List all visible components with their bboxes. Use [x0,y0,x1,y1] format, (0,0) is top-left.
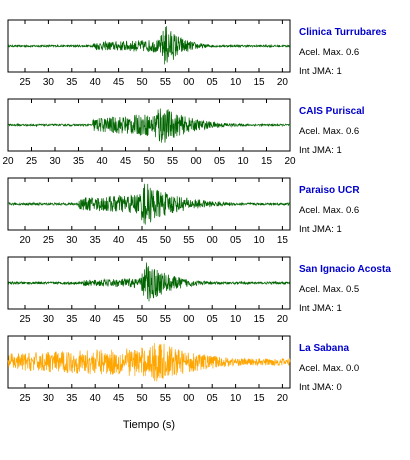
x-tick-label: 45 [136,235,148,246]
station-name: Paraiso UCR [299,185,360,196]
x-tick-label: 50 [160,235,172,246]
x-tick-label: 20 [277,314,289,325]
jma-intensity-label: Int JMA: 1 [299,66,342,77]
x-tick-label: 00 [183,77,195,88]
x-tick-label: 20 [2,156,14,167]
x-tick-label: 25 [19,393,31,404]
x-tick-label: 35 [90,235,102,246]
x-tick-label: 15 [261,156,273,167]
x-tick-label: 35 [66,77,78,88]
x-tick-label: 55 [167,156,179,167]
x-tick-label: 45 [120,156,132,167]
seismogram-trace [7,183,291,225]
x-tick-label: 30 [49,156,61,167]
x-tick-label: 05 [207,77,219,88]
x-tick-label: 15 [253,393,265,404]
x-tick-label: 05 [207,314,219,325]
x-tick-label: 50 [136,314,148,325]
x-tick-label: 30 [66,235,78,246]
x-tick-label: 40 [96,156,108,167]
accel-max-label: Acel. Max. 0.6 [299,126,359,137]
seismogram-panel: 25 30 35 40 45 50 55 00 05 10 15 20 Clinica Turrubar… [7,19,387,88]
jma-intensity-label: Int JMA: 1 [299,303,342,314]
x-tick-label: 40 [90,77,102,88]
x-tick-label: 40 [90,393,102,404]
x-tick-label: 55 [160,77,172,88]
x-tick-label: 15 [253,314,265,325]
seismogram-panel: 20 25 30 35 40 45 50 55 00 05 10 15 Paraiso UCR Acel.… [7,177,360,246]
x-tick-label: 30 [43,77,55,88]
x-tick-label: 00 [183,314,195,325]
x-tick-label: 20 [277,77,289,88]
x-tick-label: 45 [113,314,125,325]
x-tick-label: 10 [230,77,242,88]
seismogram-trace [7,343,291,382]
x-tick-label: 25 [19,314,31,325]
jma-intensity-label: Int JMA: 0 [299,382,342,393]
seismogram-panel: 25 30 35 40 45 50 55 00 05 10 15 20 La Sabana Acel. M… [7,335,359,404]
seismogram-panel: 20 25 30 35 40 45 50 55 00 05 10 15 20 CAIS Puriscal A… [2,98,365,167]
station-name: La Sabana [299,343,349,354]
seismogram-trace [7,26,291,65]
x-tick-label: 10 [253,235,265,246]
x-axis-title: Tiempo (s) [123,419,175,431]
jma-intensity-label: Int JMA: 1 [299,145,342,156]
accel-max-label: Acel. Max. 0.6 [299,47,359,58]
x-tick-label: 05 [214,156,226,167]
accel-max-label: Acel. Max. 0.0 [299,363,359,374]
x-tick-label: 05 [207,393,219,404]
x-tick-label: 25 [26,156,38,167]
x-tick-label: 00 [207,235,219,246]
station-name: San Ignacio Acosta [299,264,391,275]
seismogram-trace [7,108,291,143]
x-tick-label: 10 [230,393,242,404]
x-tick-label: 45 [113,77,125,88]
x-tick-label: 35 [66,314,78,325]
x-tick-label: 30 [43,314,55,325]
seismogram-trace [7,262,291,302]
x-tick-label: 20 [19,235,31,246]
station-name: CAIS Puriscal [299,106,365,117]
accel-max-label: Acel. Max. 0.6 [299,205,359,216]
x-tick-label: 10 [230,314,242,325]
x-tick-label: 50 [136,393,148,404]
x-tick-label: 25 [43,235,55,246]
x-tick-label: 20 [284,156,296,167]
x-tick-label: 10 [237,156,249,167]
x-tick-label: 00 [190,156,202,167]
x-tick-label: 20 [277,393,289,404]
jma-intensity-label: Int JMA: 1 [299,224,342,235]
x-tick-label: 50 [136,77,148,88]
station-name: Clinica Turrubares [299,27,387,38]
x-tick-label: 40 [113,235,125,246]
x-tick-label: 30 [43,393,55,404]
x-tick-label: 25 [19,77,31,88]
x-tick-label: 05 [230,235,242,246]
x-tick-label: 00 [183,393,195,404]
x-tick-label: 55 [160,393,172,404]
x-tick-label: 50 [143,156,155,167]
x-tick-label: 45 [113,393,125,404]
accel-max-label: Acel. Max. 0.5 [299,284,359,295]
x-tick-label: 55 [160,314,172,325]
x-tick-label: 15 [253,77,265,88]
seismogram-panel: 25 30 35 40 45 50 55 00 05 10 15 20 San Ignacio Acos… [7,256,391,325]
x-tick-label: 35 [73,156,85,167]
x-tick-label: 35 [66,393,78,404]
x-tick-label: 15 [277,235,289,246]
x-tick-label: 55 [183,235,195,246]
x-tick-label: 40 [90,314,102,325]
